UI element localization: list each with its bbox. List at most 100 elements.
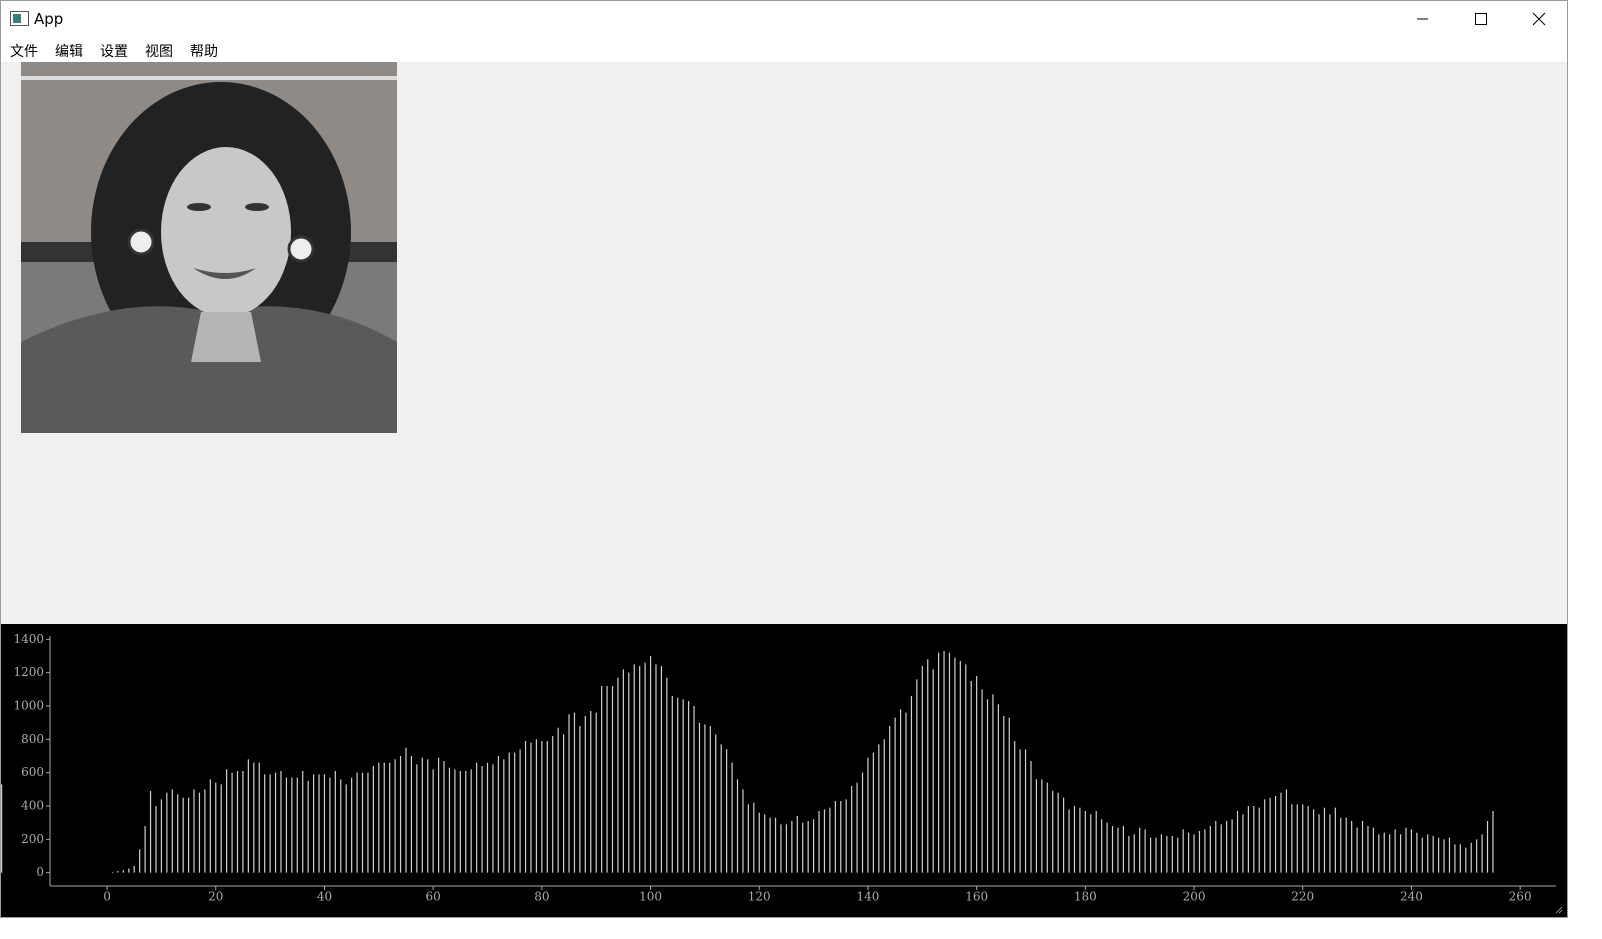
window-title: App	[34, 10, 64, 28]
bar	[1166, 836, 1168, 873]
bar	[747, 804, 749, 873]
bar	[986, 699, 989, 873]
y-tick-label: 200	[21, 832, 44, 846]
bar	[1253, 806, 1255, 873]
bar	[1427, 834, 1429, 873]
x-tick-label: 260	[1509, 890, 1532, 904]
bar	[628, 672, 630, 873]
x-tick-label: 120	[748, 890, 771, 904]
bar	[356, 772, 358, 873]
bar	[910, 696, 913, 873]
bar	[1367, 826, 1369, 873]
bar	[209, 779, 211, 873]
bar	[1351, 821, 1353, 873]
bar	[1394, 829, 1396, 873]
bar	[709, 726, 711, 873]
menu-item[interactable]: 文件	[10, 44, 38, 60]
bar	[552, 736, 554, 873]
bar	[1372, 827, 1374, 873]
y-tick-label: 1200	[13, 665, 44, 679]
bar	[128, 868, 130, 873]
window-controls[interactable]	[1411, 9, 1561, 31]
bar	[1313, 809, 1315, 873]
bar	[329, 777, 331, 873]
bar	[1030, 761, 1032, 873]
bar	[1117, 827, 1119, 873]
bar	[389, 762, 391, 873]
close[interactable]	[1532, 12, 1546, 26]
resize-grip[interactable]	[1554, 905, 1564, 915]
y-tick-label: 600	[21, 765, 44, 779]
bar	[1454, 844, 1456, 873]
bar	[943, 651, 945, 873]
bar	[416, 764, 418, 873]
bar	[1106, 822, 1108, 873]
bar	[606, 686, 608, 873]
bar	[454, 769, 456, 873]
bar	[149, 791, 152, 873]
bar	[139, 849, 141, 873]
bar	[1383, 832, 1385, 873]
bar	[1340, 817, 1342, 873]
bar	[1171, 836, 1173, 873]
menu-item[interactable]: 视图	[145, 44, 173, 60]
bar	[296, 777, 298, 873]
bar	[367, 772, 369, 873]
bar	[823, 809, 826, 873]
bar	[1128, 836, 1130, 873]
bar	[1399, 834, 1402, 873]
bar	[1486, 821, 1489, 873]
bar	[921, 666, 923, 873]
bar	[1476, 839, 1478, 873]
bar	[524, 741, 527, 873]
x-tick-label: 60	[426, 890, 441, 904]
bar	[302, 771, 304, 873]
bar	[1068, 809, 1070, 873]
bar	[965, 664, 967, 873]
bar	[421, 757, 423, 873]
bar	[122, 870, 124, 873]
maximize[interactable]	[1475, 13, 1487, 25]
bar	[1280, 792, 1282, 873]
bar	[1410, 829, 1413, 873]
bar	[1432, 836, 1434, 873]
menu-bar: 文件 编辑 设置 视图 帮助	[1, 37, 1567, 62]
bar	[845, 799, 847, 873]
bar	[595, 712, 597, 873]
menu-item[interactable]: 编辑	[55, 44, 83, 60]
bar	[677, 697, 679, 873]
bar	[655, 664, 657, 873]
bar	[568, 714, 570, 873]
bar	[660, 666, 663, 873]
bar	[470, 769, 472, 873]
bar	[166, 792, 168, 873]
bar	[1057, 792, 1059, 873]
bar	[639, 666, 641, 873]
bar	[1405, 827, 1407, 873]
bar	[1247, 806, 1249, 873]
histogram: 0 200 400 600 800 1000 1200 1400 0 20 40 60 80 100 120…	[1, 632, 1556, 904]
bar	[649, 656, 652, 873]
bar	[427, 759, 429, 873]
title-bar: App	[1, 1, 1567, 37]
bar	[970, 681, 972, 873]
bar	[486, 762, 489, 873]
bar	[231, 772, 233, 873]
bar	[182, 797, 184, 873]
x-tick-label: 140	[856, 890, 879, 904]
bar	[465, 771, 467, 873]
menu-item[interactable]: 帮助	[190, 44, 218, 60]
bar	[584, 716, 586, 873]
bar	[492, 764, 494, 873]
bar	[780, 824, 782, 873]
bar	[215, 782, 217, 873]
bar	[742, 789, 744, 873]
bar	[807, 821, 809, 873]
bar	[1307, 806, 1309, 873]
bar	[133, 866, 135, 873]
bar	[726, 749, 728, 873]
bar	[394, 759, 396, 873]
menu-item[interactable]: 设置	[100, 44, 128, 60]
bar	[144, 826, 146, 873]
bar	[693, 706, 695, 873]
